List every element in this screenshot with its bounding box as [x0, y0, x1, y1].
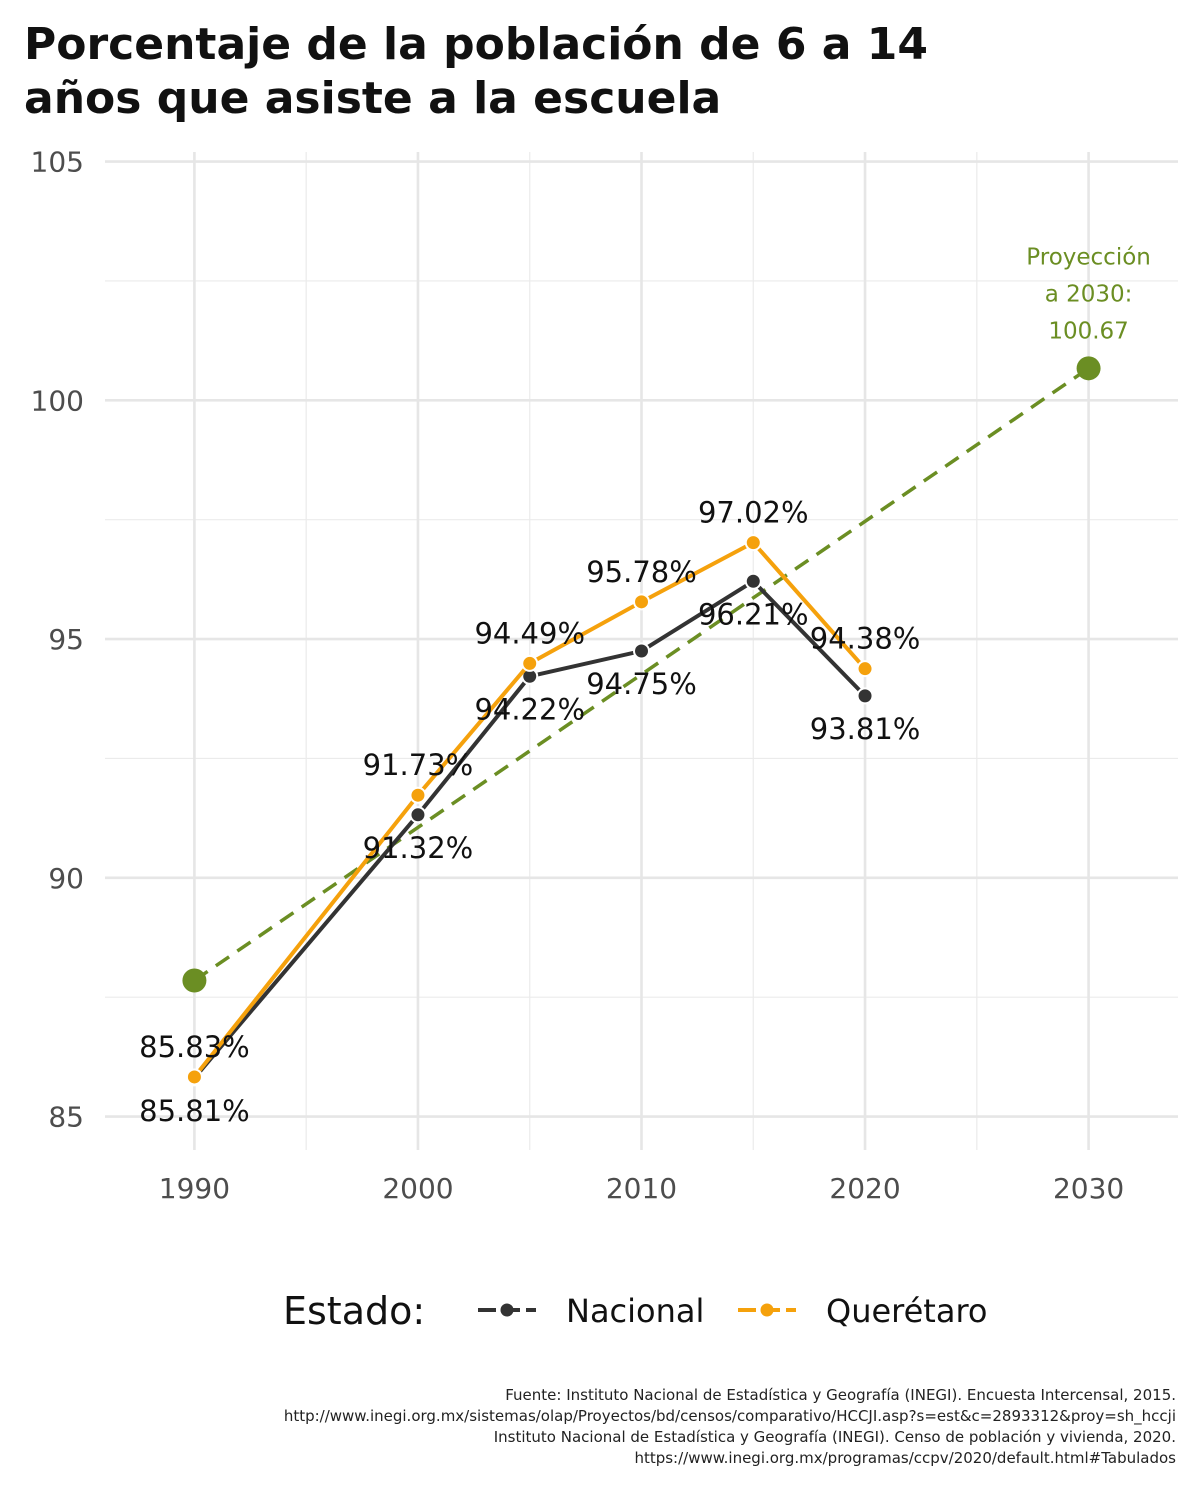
series-point — [744, 572, 762, 590]
caption-line-3: Instituto Nacional de Estadística y Geog… — [493, 1428, 1176, 1446]
legend-title: Estado: — [283, 1289, 425, 1333]
caption-line-1: Fuente: Instituto Nacional de Estadístic… — [505, 1386, 1176, 1404]
series-lines — [185, 534, 874, 1087]
series-point — [744, 534, 762, 552]
series-point — [856, 687, 874, 705]
y-tick-label: 90 — [48, 862, 84, 895]
data-label: 94.22% — [474, 692, 585, 726]
data-label: 95.78% — [586, 555, 697, 589]
y-tick-label: 100 — [31, 384, 84, 417]
data-label: 97.02% — [698, 496, 809, 530]
axis-tick-labels: 85 90 95 100 105 1990 2000 2010 2020 2030 — [31, 146, 1125, 1205]
y-tick-label: 95 — [48, 623, 84, 656]
series-point — [521, 654, 539, 672]
data-label: 85.83% — [139, 1030, 250, 1064]
y-tick-label: 85 — [48, 1101, 84, 1134]
series-point — [409, 786, 427, 804]
x-tick-label: 2000 — [382, 1172, 453, 1205]
source-caption: Fuente: Instituto Nacional de Estadístic… — [6, 1385, 1176, 1469]
projection-annotation: Proyección — [1026, 244, 1151, 270]
data-labels: Proyección a 2030: 100.67 85.81% 85.83% 91.32… — [139, 244, 1151, 1128]
series-point — [409, 806, 427, 824]
series-line — [192, 540, 868, 1079]
projection-annotation: 100.67 — [1048, 318, 1128, 344]
legend-label: Querétaro — [826, 1292, 987, 1330]
x-tick-label: 2030 — [1053, 1172, 1124, 1205]
chart-title-line-2: años que asiste a la escuela — [24, 73, 722, 124]
data-label: 93.81% — [810, 712, 921, 746]
legend: Estado: Nacional Querétaro — [283, 1289, 987, 1333]
data-label: 96.21% — [698, 597, 809, 631]
trend-point — [1076, 356, 1101, 381]
data-label: 85.81% — [139, 1094, 250, 1128]
data-label: 94.38% — [810, 622, 921, 656]
series-point — [856, 660, 874, 678]
series-point — [633, 593, 650, 611]
projection-annotation: a 2030: — [1045, 281, 1133, 307]
y-tick-label: 105 — [31, 146, 84, 179]
legend-label: Nacional — [566, 1292, 704, 1330]
legend-key-point — [760, 1303, 774, 1317]
series-line — [192, 579, 868, 1080]
x-tick-label: 2020 — [829, 1172, 900, 1205]
data-label: 91.32% — [363, 831, 474, 865]
series-point — [185, 1068, 203, 1086]
chart-title-line-1: Porcentaje de la población de 6 a 14 — [24, 19, 928, 70]
caption-line-4: https://www.inegi.org.mx/programas/ccpv/… — [634, 1449, 1176, 1467]
x-tick-label: 2010 — [606, 1172, 677, 1205]
data-label: 94.75% — [586, 667, 697, 701]
trend-point — [182, 968, 207, 993]
caption-line-2: http://www.inegi.org.mx/sistemas/olap/Pr… — [283, 1407, 1176, 1425]
legend-key-point — [500, 1303, 514, 1317]
data-label: 94.49% — [474, 616, 585, 650]
trend-projection — [182, 356, 1101, 993]
data-label: 91.73% — [363, 748, 474, 782]
series-point — [633, 642, 650, 660]
x-tick-label: 1990 — [159, 1172, 230, 1205]
chart-title: Porcentaje de la población de 6 a 14 año… — [24, 18, 1174, 126]
